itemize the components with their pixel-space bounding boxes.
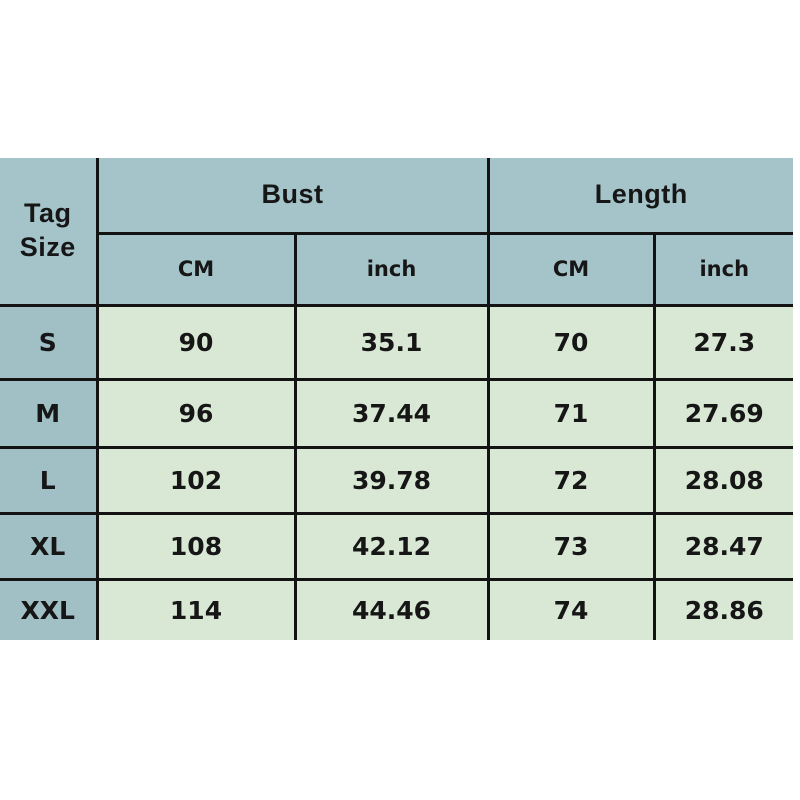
size-cell: XXL xyxy=(0,577,99,640)
subheader-bust-inch: inch xyxy=(293,231,490,307)
bust-cm-cell: 102 xyxy=(95,445,297,515)
length-inch-cell: 27.69 xyxy=(652,377,794,449)
bust-cm-cell: 96 xyxy=(95,377,297,449)
group-header-length: Length xyxy=(486,158,794,235)
length-inch-cell: 27.3 xyxy=(652,303,794,381)
length-cm-cell: 73 xyxy=(486,511,656,581)
bust-inch-cell: 37.44 xyxy=(293,377,490,449)
size-row-xl: XL 108 42.12 73 28.47 xyxy=(0,511,794,581)
length-inch-cell: 28.47 xyxy=(652,511,794,581)
subheader-length-inch: inch xyxy=(652,231,794,307)
length-inch-cell: 28.08 xyxy=(652,445,794,515)
bust-cm-cell: 114 xyxy=(95,577,297,640)
size-cell: M xyxy=(0,377,99,449)
corner-header-tag-size: Tag Size xyxy=(0,158,99,307)
subheader-length-cm: CM xyxy=(486,231,656,307)
group-header-bust: Bust xyxy=(95,158,490,235)
bust-inch-cell: 44.46 xyxy=(293,577,490,640)
length-cm-cell: 70 xyxy=(486,303,656,381)
bust-inch-cell: 42.12 xyxy=(293,511,490,581)
length-cm-cell: 72 xyxy=(486,445,656,515)
size-cell: S xyxy=(0,303,99,381)
length-cm-cell: 74 xyxy=(486,577,656,640)
length-inch-cell: 28.86 xyxy=(652,577,794,640)
size-chart: Tag Size Bust Length CM inch CM inch S 9… xyxy=(0,158,794,640)
unit-header-row: CM inch CM inch xyxy=(0,231,794,307)
size-cell: L xyxy=(0,445,99,515)
subheader-bust-cm: CM xyxy=(97,231,297,307)
bust-cm-cell: 90 xyxy=(95,303,297,381)
group-header-row: Tag Size Bust Length xyxy=(0,158,794,307)
bust-inch-cell: 39.78 xyxy=(293,445,490,515)
size-row-l: L 102 39.78 72 28.08 xyxy=(0,445,794,515)
length-cm-cell: 71 xyxy=(486,377,656,449)
size-chart-table: Tag Size Bust Length CM inch CM inch S 9… xyxy=(0,158,794,640)
size-cell: XL xyxy=(0,511,99,581)
size-row-xxl: XXL 114 44.46 74 28.86 xyxy=(0,577,794,640)
bust-inch-cell: 35.1 xyxy=(293,303,490,381)
size-row-s: S 90 35.1 70 27.3 xyxy=(0,303,794,381)
bust-cm-cell: 108 xyxy=(95,511,297,581)
size-row-m: M 96 37.44 71 27.69 xyxy=(0,377,794,449)
